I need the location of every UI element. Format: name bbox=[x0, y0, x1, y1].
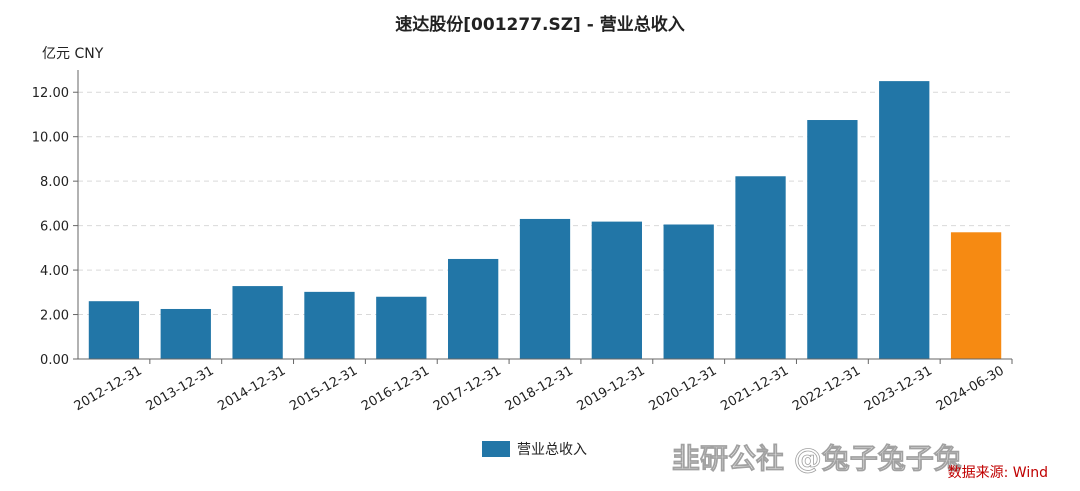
bar bbox=[663, 224, 714, 359]
x-tick-label: 2016-12-31 bbox=[359, 363, 432, 414]
x-tick-label: 2024-06-30 bbox=[934, 363, 1007, 414]
bar bbox=[879, 81, 930, 359]
legend-label: 营业总收入 bbox=[517, 442, 587, 458]
bar bbox=[591, 221, 642, 359]
x-tick-label: 2013-12-31 bbox=[144, 363, 217, 414]
legend-swatch bbox=[482, 441, 510, 457]
x-tick-label: 2018-12-31 bbox=[503, 363, 576, 414]
x-tick-label: 2014-12-31 bbox=[215, 363, 288, 414]
x-tick-label: 2021-12-31 bbox=[718, 363, 791, 414]
watermark: 韭研公社 @兔子兔子兔 bbox=[672, 442, 962, 475]
bar bbox=[950, 232, 1002, 359]
x-tick-label: 2017-12-31 bbox=[431, 363, 504, 414]
x-tick-label: 2023-12-31 bbox=[862, 363, 935, 414]
y-tick-label: 10.00 bbox=[32, 131, 69, 146]
bar bbox=[88, 301, 140, 359]
y-tick-label: 0.00 bbox=[40, 353, 69, 368]
x-tick-label: 2022-12-31 bbox=[790, 363, 863, 414]
bar bbox=[232, 286, 283, 359]
y-tick-label: 8.00 bbox=[40, 175, 69, 190]
bar bbox=[304, 291, 355, 359]
bar bbox=[519, 218, 571, 359]
y-tick-label: 12.00 bbox=[32, 86, 69, 101]
bar bbox=[160, 308, 211, 359]
y-axis: 0.00 2.00 4.00 6.00 8.00 10.00 12.00 bbox=[32, 70, 79, 368]
bar bbox=[807, 120, 858, 360]
x-tick-label: 2020-12-31 bbox=[646, 363, 719, 414]
x-tick-label: 2012-12-31 bbox=[72, 363, 145, 414]
data-source: 数据来源: Wind bbox=[948, 465, 1048, 481]
bar bbox=[448, 258, 499, 359]
y-tick-label: 2.00 bbox=[40, 309, 69, 324]
x-axis: 2012-12-312013-12-312014-12-312015-12-31… bbox=[72, 358, 1013, 414]
bars bbox=[88, 81, 1002, 360]
legend: 营业总收入 bbox=[482, 441, 587, 458]
y-tick-label: 4.00 bbox=[40, 264, 69, 279]
bar bbox=[376, 296, 427, 359]
x-tick-label: 2015-12-31 bbox=[287, 363, 360, 414]
y-tick-label: 6.00 bbox=[40, 220, 69, 235]
unit-label: 亿元 CNY bbox=[42, 46, 104, 62]
chart-title: 速达股份[001277.SZ] - 营业总收入 bbox=[395, 14, 684, 35]
bar bbox=[735, 176, 786, 359]
x-tick-label: 2019-12-31 bbox=[575, 363, 648, 414]
